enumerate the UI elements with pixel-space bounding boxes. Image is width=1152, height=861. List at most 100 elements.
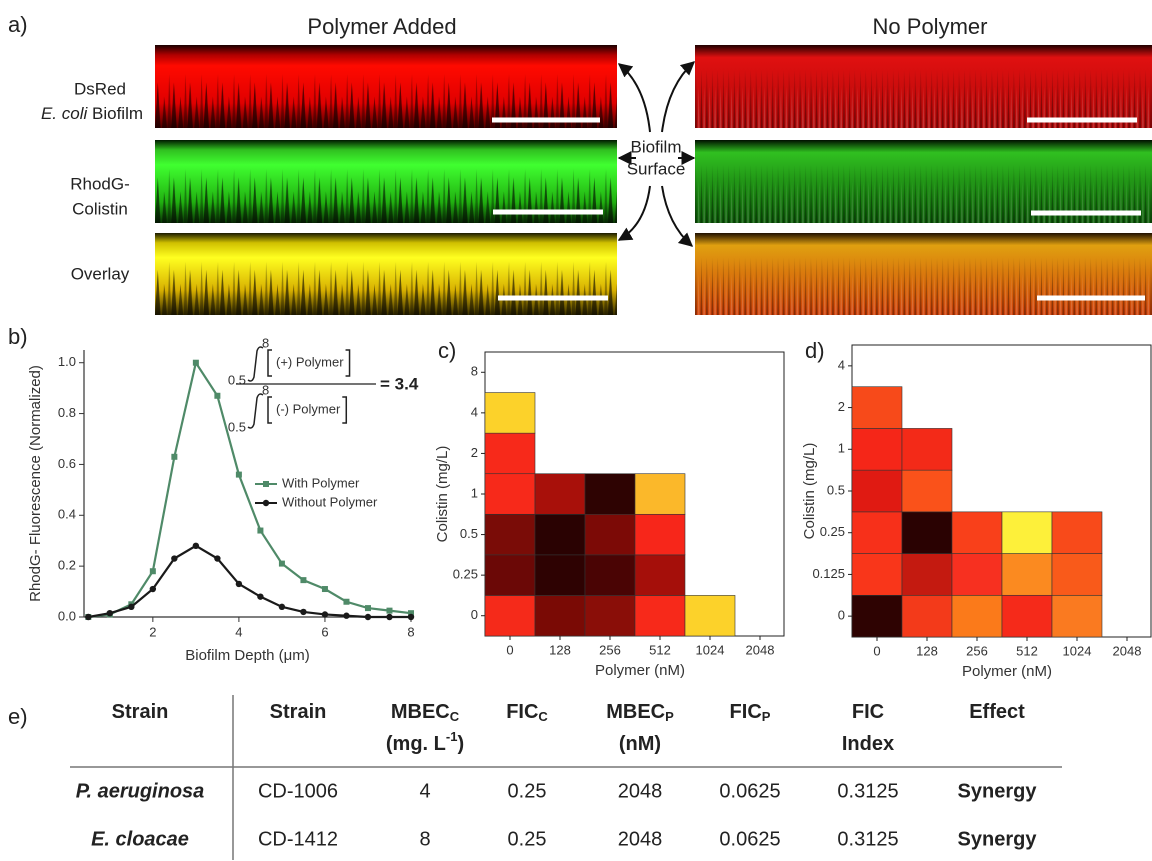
- heat-cell: [485, 393, 535, 434]
- heat-cell: [902, 470, 952, 512]
- heat-cell: [585, 514, 635, 555]
- header-cell: Index: [842, 733, 894, 755]
- arrow: [619, 186, 650, 240]
- y-tick-label: 0: [838, 608, 845, 623]
- header-text: Strain: [112, 701, 169, 723]
- point: [171, 555, 177, 561]
- point: [365, 614, 371, 620]
- image-texture: [155, 45, 617, 128]
- integral-upper: 8: [262, 382, 269, 397]
- header-text: Effect: [969, 701, 1025, 723]
- panel-label: e): [8, 704, 28, 729]
- surface-label: Surface: [627, 159, 686, 178]
- heat-cell: [535, 474, 585, 515]
- row-label-italic: E. coli: [41, 104, 89, 123]
- point: [128, 604, 134, 610]
- table-cell: CD-1412: [258, 828, 338, 850]
- integral-sign: [248, 394, 263, 428]
- arrow: [619, 64, 650, 132]
- header-cell: (mg. L-1): [386, 729, 464, 755]
- panel-label: c): [438, 338, 456, 363]
- legend-marker: [263, 481, 269, 487]
- heat-cell: [902, 554, 952, 596]
- header-text: FIC: [852, 701, 884, 723]
- table-cell: 0.3125: [837, 828, 898, 850]
- column-title: No Polymer: [873, 14, 988, 39]
- y-tick-label: 0.5: [827, 482, 845, 497]
- integral-body: (-) Polymer: [276, 401, 341, 416]
- y-tick-label: 0.5: [460, 526, 478, 541]
- point: [150, 568, 156, 574]
- y-tick-label: 0.0: [58, 608, 76, 623]
- x-tick-label: 1024: [696, 642, 725, 657]
- x-tick-label: 128: [549, 642, 571, 657]
- heat-cell: [485, 514, 535, 555]
- table-cell: 2048: [618, 780, 663, 802]
- point: [150, 586, 156, 592]
- heat-cell: [535, 555, 585, 596]
- heat-cell: [1052, 595, 1102, 637]
- table-cell: 4: [419, 780, 430, 802]
- micrographs: [155, 45, 1152, 315]
- image-texture: [695, 45, 1152, 128]
- header-cell: Strain: [270, 701, 327, 723]
- x-tick-label: 512: [649, 642, 671, 657]
- header-cell: (nM): [619, 733, 661, 755]
- table-cell: P. aeruginosa: [76, 780, 205, 802]
- point: [386, 614, 392, 620]
- point: [408, 614, 414, 620]
- row-label: Overlay: [71, 264, 130, 283]
- heat-cell: [485, 474, 535, 515]
- x-axis-title: Polymer (nM): [595, 662, 685, 679]
- y-axis-title: Colistin (mg/L): [801, 443, 818, 540]
- heat-cell: [852, 428, 902, 470]
- legend-label: With Polymer: [282, 475, 360, 490]
- heat-cell: [852, 554, 902, 596]
- y-tick-label: 1.0: [58, 354, 76, 369]
- x-tick-label: 256: [599, 642, 621, 657]
- ratio-result: = 3.4: [380, 374, 419, 393]
- point: [386, 608, 392, 614]
- table-cell: 2048: [618, 828, 663, 850]
- x-tick-label: 2048: [1113, 643, 1142, 658]
- table-cell: Synergy: [958, 828, 1038, 850]
- x-tick-label: 128: [916, 643, 938, 658]
- point: [322, 586, 328, 592]
- header-cell: FIC: [852, 701, 884, 723]
- point: [257, 528, 263, 534]
- heat-cell: [852, 387, 902, 429]
- integral-upper: 8: [262, 335, 269, 350]
- y-axis-title: RhodG- Fluorescence (Normalized): [27, 365, 44, 602]
- heat-cell: [485, 433, 535, 474]
- y-tick-label: 0.4: [58, 507, 76, 522]
- point: [365, 605, 371, 611]
- y-tick-label: 1: [838, 441, 845, 456]
- x-tick-label: 512: [1016, 643, 1038, 658]
- point: [193, 360, 199, 366]
- header-text: (mg. L: [386, 733, 446, 755]
- header-text: Strain: [270, 701, 327, 723]
- surface-label: Biofilm: [630, 137, 681, 156]
- y-tick-label: 8: [471, 364, 478, 379]
- heatmap: d)00.1250.250.5124012825651210242048Poly…: [801, 338, 1151, 680]
- heat-cell: [585, 555, 635, 596]
- header-text: FIC: [506, 701, 538, 723]
- heat-cell: [1052, 554, 1102, 596]
- heat-cell: [1002, 554, 1052, 596]
- arrow: [662, 186, 692, 246]
- heat-cell: [852, 470, 902, 512]
- heat-cell: [1052, 512, 1102, 554]
- y-tick-label: 4: [471, 404, 478, 419]
- y-tick-label: 0.6: [58, 456, 76, 471]
- heat-cell: [685, 595, 735, 636]
- x-tick-label: 2: [149, 624, 156, 639]
- heat-cell: [852, 512, 902, 554]
- header-cell: Strain: [112, 701, 169, 723]
- y-tick-label: 4: [838, 357, 845, 372]
- point: [107, 610, 113, 616]
- point: [322, 611, 328, 617]
- x-tick-label: 2048: [746, 642, 775, 657]
- point: [279, 561, 285, 567]
- row-label: DsRed: [74, 79, 126, 98]
- x-tick-label: 0: [506, 642, 513, 657]
